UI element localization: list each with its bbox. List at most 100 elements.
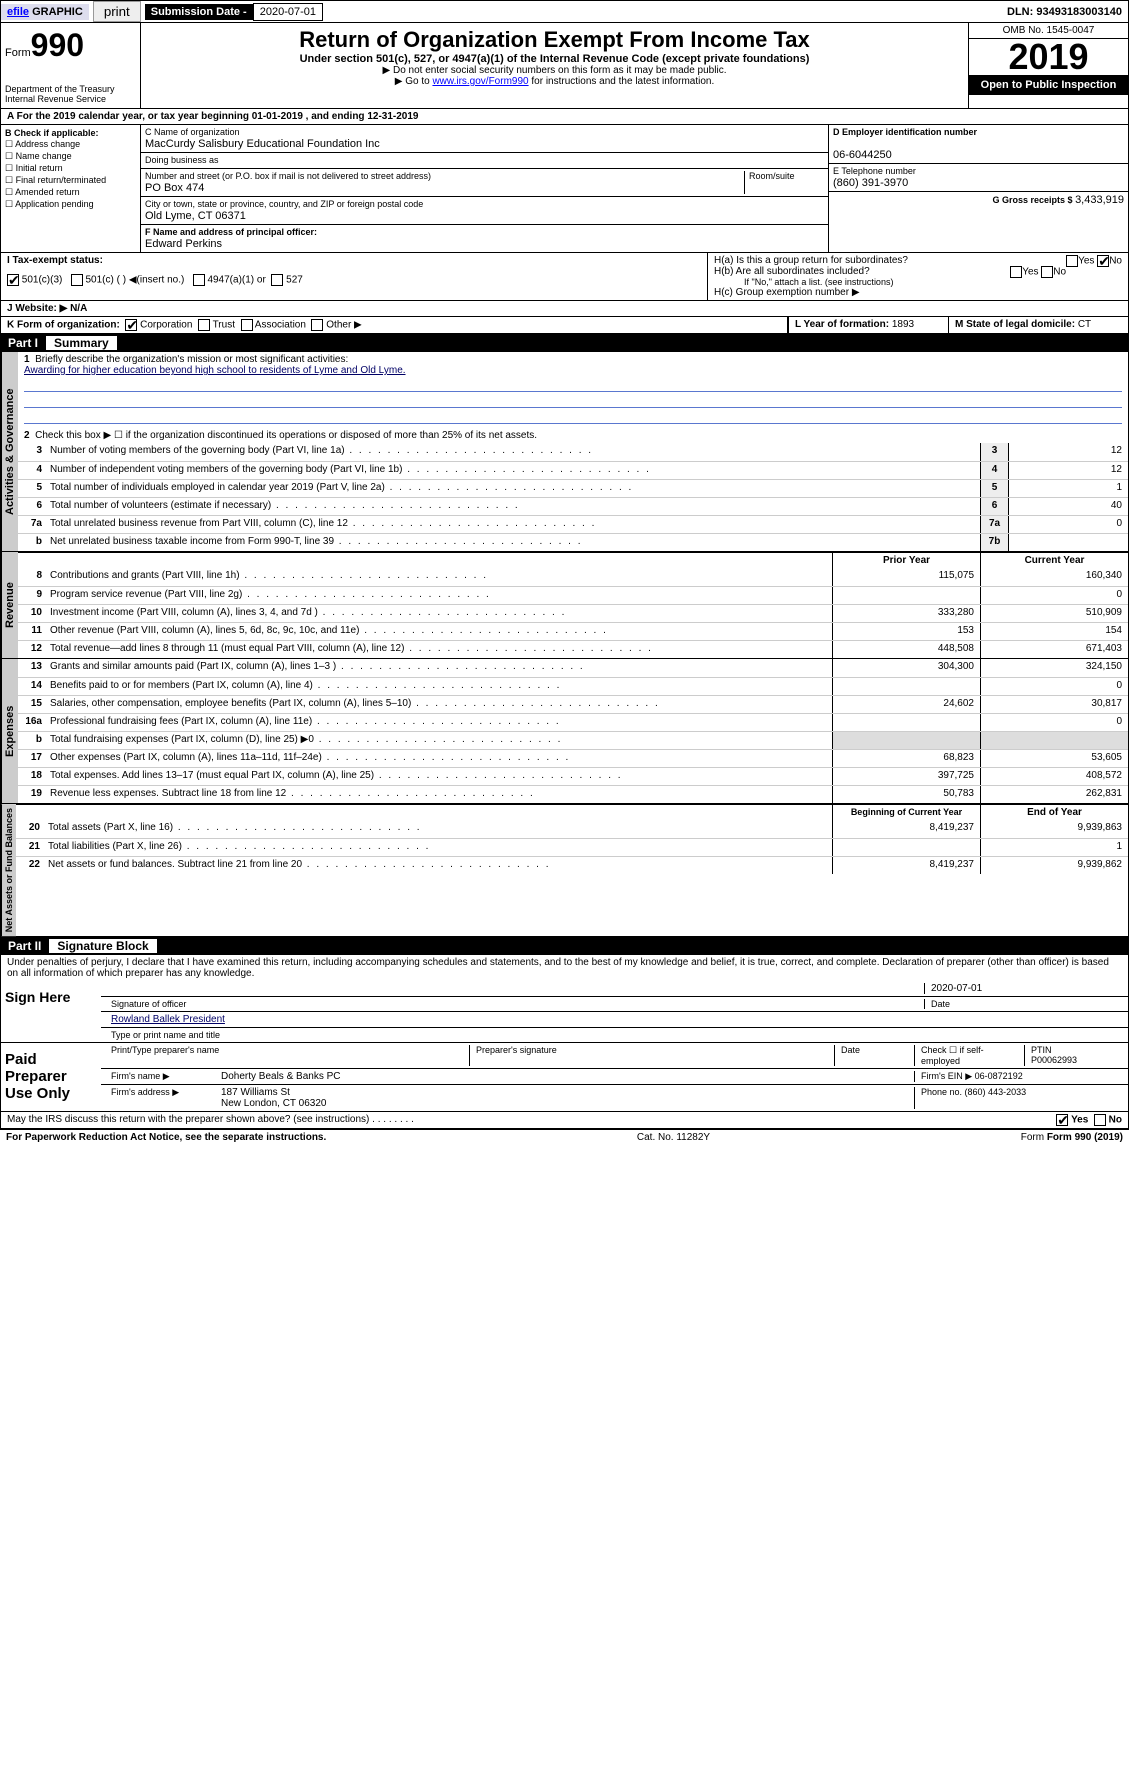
cb-corporation[interactable] [125, 319, 137, 331]
cb-ha-no[interactable] [1097, 255, 1109, 267]
phone-label: Phone no. [921, 1087, 965, 1097]
line-1-mission: 1 Briefly describe the organization's mi… [18, 352, 1128, 428]
col-b-checkboxes: B Check if applicable: ☐ Address change … [1, 125, 141, 252]
cb-hb-no[interactable] [1041, 266, 1053, 278]
cb-application-pending[interactable]: ☐ Application pending [5, 199, 136, 210]
header-center: Return of Organization Exempt From Incom… [141, 23, 968, 108]
firm-name: Doherty Beals & Banks PC [215, 1071, 914, 1082]
prep-date-label: Date [834, 1045, 914, 1066]
tax-year: 2019 [969, 39, 1128, 75]
part-ii-header: Part II Signature Block [0, 937, 1129, 955]
ssn-note: ▶ Do not enter social security numbers o… [149, 65, 960, 76]
cb-final-return[interactable]: ☐ Final return/terminated [5, 175, 136, 186]
table-row: 11 Other revenue (Part VIII, column (A),… [18, 622, 1128, 640]
sign-here-label: Sign Here [1, 981, 101, 1042]
net-col-head: Beginning of Current Year End of Year [16, 804, 1128, 820]
table-row: 4 Number of independent voting members o… [18, 461, 1128, 479]
section-governance: Activities & Governance 1 Briefly descri… [0, 352, 1129, 552]
cb-527[interactable] [271, 274, 283, 286]
cb-discuss-no[interactable] [1094, 1114, 1106, 1126]
domicile: CT [1078, 319, 1091, 330]
cb-amended[interactable]: ☐ Amended return [5, 187, 136, 198]
row-j: J Website: ▶ N/A [0, 301, 1129, 317]
part-ii-label: Part II [8, 939, 41, 953]
cat-number: Cat. No. 11282Y [637, 1132, 710, 1143]
dba-label: Doing business as [145, 155, 219, 165]
sig-officer-label: Signature of officer [105, 999, 924, 1009]
table-row: 10 Investment income (Part VIII, column … [18, 604, 1128, 622]
firm-addr-label: Firm's address ▶ [105, 1087, 215, 1109]
tax-period: A For the 2019 calendar year, or tax yea… [0, 109, 1129, 125]
cb-501c[interactable] [71, 274, 83, 286]
header-right: OMB No. 1545-0047 2019 Open to Public In… [968, 23, 1128, 108]
part-i-header: Part I Summary [0, 334, 1129, 352]
cb-trust[interactable] [198, 319, 210, 331]
principal-officer: Edward Perkins [145, 238, 222, 250]
cb-other[interactable] [311, 319, 323, 331]
hc-label: H(c) Group exemption number ▶ [714, 287, 1122, 298]
cb-501c3[interactable] [7, 274, 19, 286]
table-row: 16a Professional fundraising fees (Part … [18, 713, 1128, 731]
submission-date: 2020-07-01 [253, 3, 323, 21]
form-word: Form [5, 47, 31, 59]
form-footer: For Paperwork Reduction Act Notice, see … [0, 1129, 1129, 1145]
table-row: 19 Revenue less expenses. Subtract line … [18, 785, 1128, 803]
prep-name-label: Print/Type preparer's name [105, 1045, 469, 1066]
pra-notice: For Paperwork Reduction Act Notice, see … [6, 1132, 326, 1143]
prior-year-head: Prior Year [832, 553, 980, 568]
col-c: C Name of organizationMacCurdy Salisbury… [141, 125, 828, 252]
cb-name-change[interactable]: ☐ Name change [5, 151, 136, 162]
firm-addr2: New London, CT 06320 [221, 1098, 326, 1109]
rev-col-head: Prior Year Current Year [18, 552, 1128, 568]
form-990: 990 [31, 27, 84, 63]
year-formation: 1893 [892, 319, 914, 330]
telephone: (860) 391-3970 [833, 177, 908, 189]
col-d-e-g: D Employer identification number06-60442… [828, 125, 1128, 252]
entity-block: B Check if applicable: ☐ Address change … [0, 125, 1129, 253]
website: J Website: ▶ N/A [1, 301, 1128, 316]
cb-4947[interactable] [193, 274, 205, 286]
cb-initial-return[interactable]: ☐ Initial return [5, 163, 136, 174]
dln: DLN: 93493183003140 [1001, 4, 1128, 20]
cb-discuss-yes[interactable] [1056, 1114, 1068, 1126]
table-row: 18 Total expenses. Add lines 13–17 (must… [18, 767, 1128, 785]
line-2-discontinued: Check this box ▶ ☐ if the organization d… [35, 430, 537, 441]
section-expenses: Expenses 13 Grants and similar amounts p… [0, 659, 1129, 804]
gross-receipts: 3,433,919 [1075, 194, 1124, 206]
gross-label: G Gross receipts $ [993, 195, 1076, 205]
ha-label: H(a) Is this a group return for subordin… [714, 255, 908, 266]
table-row: 22 Net assets or fund balances. Subtract… [16, 856, 1128, 874]
table-row: 6 Total number of volunteers (estimate i… [18, 497, 1128, 515]
table-row: b Net unrelated business taxable income … [18, 533, 1128, 551]
open-public-badge: Open to Public Inspection [969, 75, 1128, 95]
mission-text: Awarding for higher education beyond hig… [24, 365, 406, 376]
section-revenue: Revenue Prior Year Current Year 8 Contri… [0, 552, 1129, 659]
self-employed-cb[interactable]: Check ☐ if self-employed [914, 1045, 1024, 1066]
cb-ha-yes[interactable] [1066, 255, 1078, 267]
table-row: 20 Total assets (Part X, line 16) 8,419,… [16, 820, 1128, 838]
discuss-question: May the IRS discuss this return with the… [7, 1114, 1056, 1126]
org-name: MacCurdy Salisbury Educational Foundatio… [145, 138, 380, 150]
table-row: 3 Number of voting members of the govern… [18, 443, 1128, 461]
year-formation-label: L Year of formation: [795, 319, 892, 330]
table-row: 5 Total number of individuals employed i… [18, 479, 1128, 497]
mission-label: Briefly describe the organization's miss… [35, 354, 348, 365]
form-title: Return of Organization Exempt From Incom… [149, 27, 960, 53]
firm-phone: (860) 443-2033 [965, 1087, 1027, 1097]
prep-sig-label: Preparer's signature [469, 1045, 834, 1066]
form-subtitle: Under section 501(c), 527, or 4947(a)(1)… [149, 53, 960, 65]
row-i-h: I Tax-exempt status: 501(c)(3) 501(c) ( … [0, 253, 1129, 301]
cb-hb-yes[interactable] [1010, 266, 1022, 278]
irs-link[interactable]: www.irs.gov/Form990 [432, 76, 528, 87]
irs-label: Internal Revenue Service [5, 94, 136, 104]
room-label: Room/suite [749, 171, 795, 181]
cb-address-change[interactable]: ☐ Address change [5, 139, 136, 150]
print-button[interactable]: print [93, 1, 141, 22]
row-i-label: I Tax-exempt status: [7, 255, 103, 266]
ein-label: D Employer identification number [833, 127, 977, 137]
table-row: 13 Grants and similar amounts paid (Part… [18, 659, 1128, 677]
efile-link[interactable]: efile [7, 6, 29, 18]
addr-label: Number and street (or P.O. box if mail i… [145, 171, 431, 181]
end-year-head: End of Year [980, 805, 1128, 820]
cb-association[interactable] [241, 319, 253, 331]
